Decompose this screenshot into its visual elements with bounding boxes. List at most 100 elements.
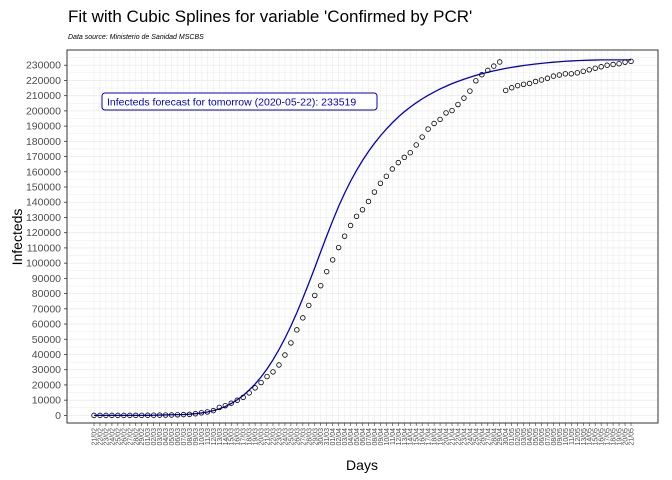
x-tick-label: 28/04: [491, 428, 498, 446]
x-tick-label: 01/03: [145, 428, 152, 446]
x-tick-label: 29/03: [312, 428, 319, 446]
x-tick-label: 03/03: [157, 428, 164, 446]
data-point: [514, 82, 521, 89]
x-tick-label: 26/02: [121, 428, 128, 446]
x-tick-label: 27/03: [300, 428, 307, 446]
x-tick-label: 12/05: [575, 428, 582, 446]
x-tick-label: 11/05: [569, 428, 576, 445]
x-tick-label: 13/04: [402, 428, 409, 446]
y-tick-label: 110000: [27, 242, 61, 254]
data-point: [455, 101, 461, 108]
x-tick-label: 05/03: [169, 428, 176, 446]
data-point: [306, 302, 312, 309]
data-point: [544, 75, 551, 81]
data-point: [210, 407, 217, 414]
y-axis-label: Infecteds: [9, 209, 25, 266]
data-point: [586, 67, 592, 73]
x-tick-label: 06/04: [360, 428, 367, 446]
x-tick-label: 29/04: [497, 428, 504, 446]
data-point: [335, 244, 342, 251]
x-tick-label: 08/04: [372, 428, 379, 446]
data-point: [186, 411, 193, 418]
data-point: [282, 352, 288, 358]
y-tick-label: 60000: [32, 319, 61, 331]
x-tick-label: 28/02: [133, 428, 140, 446]
data-point: [168, 412, 175, 418]
x-tick-label: 18/04: [432, 428, 439, 446]
x-tick-label: 06/05: [539, 428, 546, 446]
x-tick-label: 10/03: [199, 428, 206, 446]
data-point: [550, 73, 557, 79]
data-point: [150, 412, 157, 418]
x-tick-label: 02/04: [336, 428, 343, 446]
data-point: [144, 412, 151, 418]
y-tick-label: 120000: [26, 227, 61, 239]
x-tick-label: 15/05: [593, 428, 600, 446]
x-tick-label: 13/05: [581, 428, 588, 446]
data-point: [174, 412, 181, 418]
x-tick-label: 23/02: [103, 428, 110, 446]
data-point: [413, 142, 419, 148]
data-point: [598, 64, 604, 70]
data-point: [341, 233, 348, 239]
x-tick-label: 17/05: [605, 428, 612, 446]
x-tick-label: 22/03: [271, 428, 278, 446]
y-tick-label: 30000: [32, 364, 61, 376]
data-point: [592, 65, 598, 71]
x-tick-label: 14/05: [587, 428, 594, 446]
x-tick-label: 26/03: [294, 428, 301, 446]
data-point: [300, 315, 306, 321]
x-tick-label: 15/04: [414, 428, 421, 446]
data-point: [121, 412, 127, 419]
x-tick-label: 25/04: [473, 428, 480, 446]
x-axis: 21/0222/0223/0224/0225/0226/0227/0228/02…: [92, 423, 636, 446]
x-tick-label: 19/04: [438, 428, 445, 446]
data-point: [508, 85, 515, 91]
data-point: [109, 412, 115, 419]
data-point: [395, 159, 401, 166]
x-tick-label: 21/03: [265, 428, 272, 446]
x-tick-label: 16/03: [235, 428, 242, 446]
x-tick-label: 03/04: [342, 428, 349, 446]
y-tick-label: 160000: [26, 166, 61, 178]
x-tick-label: 23/03: [276, 428, 283, 446]
data-point: [318, 282, 324, 289]
data-point: [91, 412, 97, 419]
data-point: [580, 68, 586, 75]
x-tick-label: 16/04: [420, 428, 427, 446]
data-point: [139, 412, 145, 419]
x-tick-label: 03/05: [521, 428, 528, 446]
y-tick-label: 10000: [32, 395, 61, 407]
data-point: [133, 412, 139, 419]
y-tick-label: 180000: [26, 136, 61, 148]
data-point: [503, 87, 509, 94]
x-tick-label: 08/05: [551, 428, 558, 446]
x-tick-label: 07/05: [545, 428, 552, 446]
data-point: [437, 116, 443, 123]
data-point: [228, 400, 234, 406]
data-point: [443, 110, 449, 116]
x-tick-label: 09/05: [557, 428, 564, 446]
data-point: [497, 59, 503, 65]
data-point: [324, 268, 330, 275]
data-point: [103, 412, 109, 419]
x-tick-label: 23/04: [461, 428, 468, 446]
data-point: [276, 362, 282, 368]
y-tick-label: 190000: [26, 121, 61, 133]
x-tick-label: 26/04: [479, 428, 486, 446]
data-point: [204, 409, 211, 415]
data-point: [288, 340, 294, 346]
y-tick-label: 80000: [32, 288, 61, 300]
data-point: [234, 397, 240, 403]
data-point: [377, 180, 384, 186]
x-tick-label: 02/05: [515, 428, 522, 446]
x-tick-label: 30/04: [503, 428, 510, 446]
x-tick-label: 11/04: [390, 428, 397, 445]
data-point: [574, 70, 580, 76]
y-tick-label: 170000: [26, 151, 61, 163]
y-tick-label: 40000: [32, 349, 61, 361]
data-point: [610, 61, 616, 68]
x-tick-label: 31/03: [324, 428, 331, 446]
x-tick-label: 24/04: [467, 428, 474, 446]
data-point: [562, 71, 569, 77]
